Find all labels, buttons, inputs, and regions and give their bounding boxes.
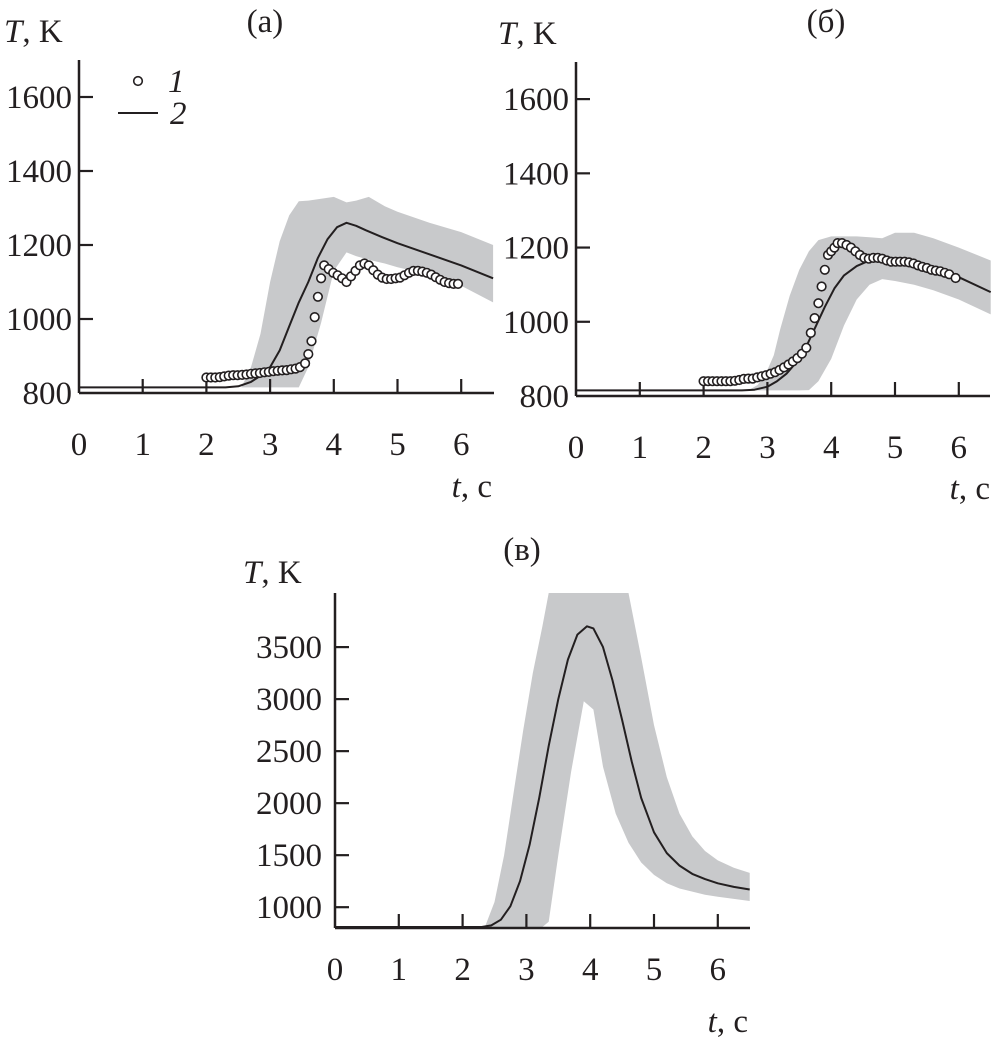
y-axis-label: T, K [4,14,63,50]
data-point-series-1 [309,312,320,323]
x-tick-label: 4 [823,430,840,466]
y-tick-label: 1500 [256,838,322,874]
y-axis-unit: , K [261,555,302,591]
y-tick-label: 800 [23,376,73,412]
y-tick-label: 1000 [6,302,72,338]
y-axis-unit: , K [22,14,63,50]
panel-title: (а) [247,4,284,40]
y-tick-label: 1200 [6,228,72,264]
x-tick-label: 4 [582,952,599,988]
legend-label-2: 2 [170,96,187,132]
x-axis-variable: t [708,1004,718,1040]
uncertainty-band [484,593,750,927]
x-tick-label: 1 [632,430,649,466]
x-axis-unit: , c [461,469,492,505]
data-point-series-1 [452,278,464,290]
legend: 12 [118,64,187,132]
x-tick-label: 1 [134,427,151,463]
y-tick-label: 1400 [503,156,569,192]
panel-3: 0 1 2 3 4 5 6 1000 1500 2000 2500 3000 3500 (в) T, K t,… [243,532,750,1040]
y-tick-label: 1000 [503,305,569,341]
y-axis-variable: T [243,555,264,591]
y-axis-variable: T [498,16,519,52]
x-tick-label: 2 [695,430,712,466]
y-tick-label: 2500 [256,734,322,770]
x-tick-label: 5 [389,427,406,463]
x-tick-label: 4 [326,427,343,463]
x-tick-label: 5 [887,430,904,466]
data-point-series-1 [950,272,961,284]
y-tick-label: 1600 [6,80,72,116]
data-point-series-1 [306,336,317,347]
x-tick-label: 0 [71,427,88,463]
y-tick-label: 3000 [256,682,322,718]
x-tick-label: 6 [951,430,968,466]
x-axis-label: t, c [708,1004,748,1040]
y-tick-label: 1400 [6,154,72,190]
x-tick-label: 5 [646,952,663,988]
x-axis-label: t, c [452,469,492,505]
x-tick-label: 3 [518,952,535,988]
panel-title: (б) [807,4,846,40]
y-tick-label: 1200 [503,231,569,267]
data-point-series-1 [816,281,827,292]
x-tick-label: 0 [327,952,344,988]
x-tick-label: 3 [759,430,776,466]
x-tick-label: 2 [454,952,471,988]
x-axis-unit: , c [959,471,990,507]
x-tick-label: 3 [262,427,279,463]
x-axis-label: t, c [950,471,990,507]
x-axis-unit: , c [717,1004,748,1040]
uncertainty-band [241,196,494,388]
x-tick-label: 1 [391,952,408,988]
legend-label-1: 1 [168,64,185,100]
x-tick-label: 2 [198,427,215,463]
model-line-series-2 [335,625,750,928]
y-axis-unit: , K [516,16,557,52]
x-tick-label: 6 [710,952,727,988]
y-axis-label: T, K [498,16,557,52]
data-point-series-1 [819,264,830,275]
y-axis-variable: T [4,14,25,50]
data-point-series-1 [805,327,816,339]
y-tick-label: 1600 [503,82,569,118]
x-tick-label: 6 [453,427,470,463]
y-tick-label: 1000 [256,890,322,926]
x-axis-variable: t [950,471,960,507]
panel-2: 0 1 2 3 4 5 6 800 1000 1200 1400 1600 (б) T, K t, c [498,4,992,507]
y-tick-label: 2000 [256,786,322,822]
panel-title: (в) [503,532,541,568]
data-point-series-1 [813,298,824,309]
legend-marker-circle [132,75,144,87]
y-axis-label: T, K [243,555,302,591]
y-tick-label: 800 [520,379,570,415]
data-point-series-1 [303,349,314,360]
data-point-series-1 [809,313,820,324]
data-point-series-1 [300,358,311,369]
x-axis-variable: t [452,469,462,505]
model-line-series-2 [79,221,494,389]
data-point-series-1 [316,273,327,284]
x-tick-label: 0 [568,430,585,466]
data-point-series-1 [312,291,324,302]
data-point-series-1 [801,342,812,353]
y-tick-label: 3500 [256,630,322,666]
